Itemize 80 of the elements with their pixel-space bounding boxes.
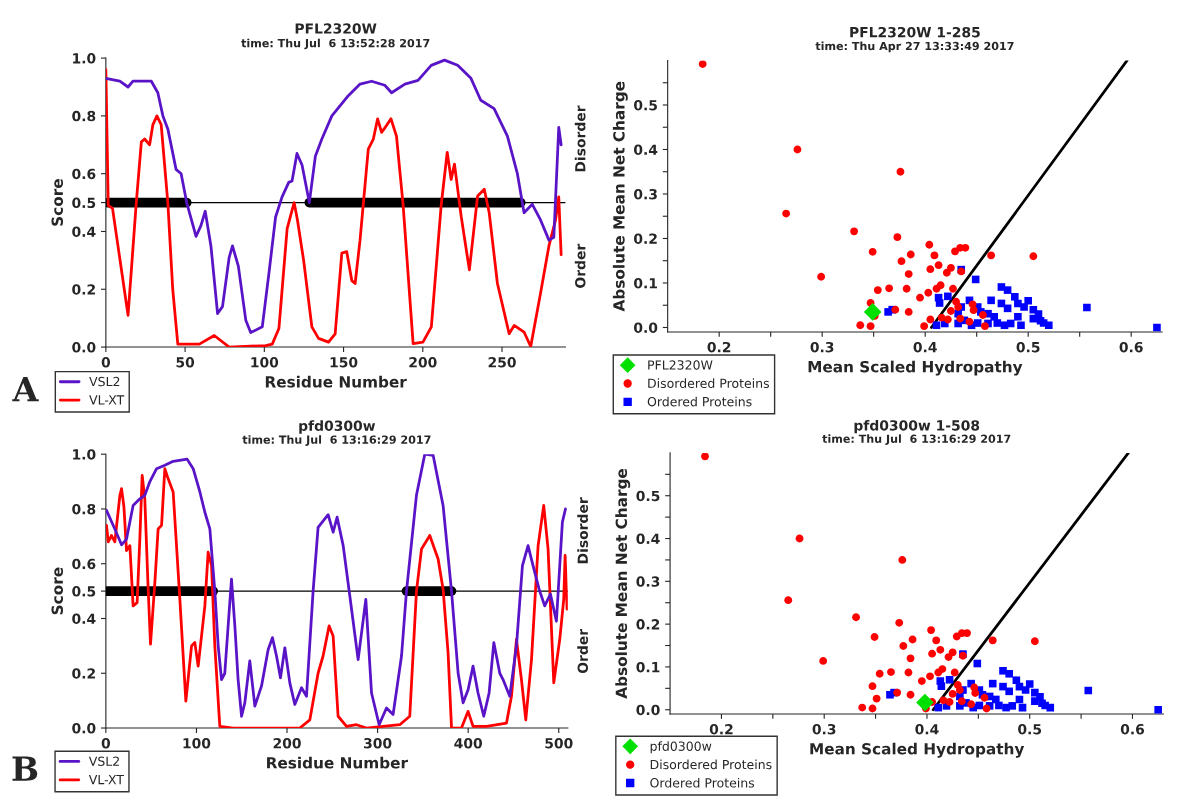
chart-subtitle: time: Thu Apr 27 13:33:49 2017 (815, 41, 1014, 53)
x-tick-label: 0.2 (709, 723, 733, 735)
text: A (12, 376, 39, 402)
x-tick-label: 100 (183, 737, 211, 749)
y-tick-label: 0.1 (634, 277, 657, 289)
y-tick-label: 0.6 (72, 558, 96, 570)
chart-title: PFL2320W (295, 23, 377, 34)
x-tick-label: 50 (176, 357, 195, 368)
y-tick-label: 1.0 (73, 53, 96, 64)
x-tick-label: 200 (273, 737, 301, 749)
legend-label: Ordered Proteins (650, 777, 755, 788)
chart-subtitle: time: Thu Jul 6 13:16:29 2017 (242, 435, 431, 446)
y-tick-label: 0.4 (636, 533, 660, 544)
y-tick-label: 0.5 (72, 586, 96, 597)
x-tick-label: 400 (454, 737, 483, 749)
y-tick-label: 0.3 (636, 576, 660, 587)
y-tick-label: 0.1 (636, 661, 660, 673)
y-tick-label: 0.4 (72, 226, 96, 237)
x-axis-title: Residue Number (267, 756, 408, 769)
text: Disorder (577, 497, 589, 564)
x-tick-label: 0.6 (1120, 723, 1145, 735)
legend-label: Ordered Proteins (647, 396, 752, 407)
y-tick-label: 0.2 (72, 668, 95, 679)
legend-label: Disordered Proteins (650, 759, 772, 770)
legend-label: VL-XT (88, 775, 124, 785)
x-axis-title: Mean Scaled Hydropathy (808, 360, 1023, 376)
chart-subtitle: time: Thu Jul 6 13:16:29 2017 (822, 434, 1011, 445)
y-axis-title: Score (51, 179, 64, 226)
x-tick-label: 0.6 (1119, 341, 1143, 353)
x-tick-label: 0.4 (913, 341, 937, 353)
y-tick-label: 0.2 (636, 619, 660, 630)
y-tick-label: 0.5 (72, 197, 96, 209)
y-tick-label: 0.2 (72, 284, 95, 295)
x-tick-label: 150 (330, 357, 358, 368)
legend-label: VSL2 (88, 756, 119, 766)
x-tick-label: 500 (545, 737, 573, 749)
y-tick-label: 0.4 (72, 613, 96, 624)
y-axis-title: Score (51, 567, 64, 615)
y-axis-title: Absolute Mean Net Charge (612, 81, 628, 312)
y-tick-label: 0.4 (634, 144, 658, 155)
y-tick-label: 0.5 (636, 490, 660, 502)
x-tick-label: 300 (364, 737, 392, 749)
x-tick-label: 200 (409, 357, 437, 368)
chart-title: pfd0300w (299, 420, 376, 434)
y-tick-label: 0.0 (72, 342, 96, 353)
y-tick-label: 0.5 (634, 99, 657, 111)
x-tick-label: 0 (101, 737, 111, 749)
y-axis-title: Absolute Mean Net Charge (615, 468, 631, 699)
y-tick-label: 0.0 (634, 322, 658, 333)
y-tick-label: 0.8 (72, 110, 96, 122)
x-tick-label: 250 (488, 357, 516, 368)
x-tick-label: 0 (101, 357, 111, 368)
chart-title: PFL2320W 1-285 (850, 26, 980, 38)
text: Disorder (574, 105, 586, 172)
y-tick-label: 1.0 (73, 449, 96, 460)
x-tick-label: 100 (251, 357, 279, 368)
text: Order (577, 628, 589, 674)
y-tick-label: 0.3 (634, 188, 657, 200)
y-tick-label: 0.0 (636, 704, 660, 716)
y-tick-label: 0.8 (72, 503, 96, 515)
y-tick-label: 0.6 (72, 168, 96, 180)
x-tick-label: 0.2 (707, 341, 731, 353)
x-tick-label: 0.3 (812, 723, 836, 735)
y-tick-label: 0.2 (634, 233, 657, 244)
chart-title: pfd0300w 1-508 (854, 419, 980, 434)
x-tick-label: 0.4 (915, 723, 939, 735)
legend-label: VL-XT (89, 395, 125, 405)
legend-label: Disordered Proteins (648, 378, 769, 389)
x-tick-label: 0.5 (1018, 723, 1042, 735)
x-tick-label: 0.3 (810, 341, 834, 353)
legend-label: pfd0300w (650, 741, 712, 754)
legend-label: VSL2 (89, 376, 120, 387)
chart-subtitle: time: Thu Jul 6 13:52:28 2017 (241, 38, 430, 50)
text: Order (574, 243, 586, 288)
x-tick-label: 0.5 (1016, 341, 1040, 353)
text: B (12, 756, 38, 781)
x-axis-title: Residue Number (265, 375, 407, 388)
legend-label: PFL2320W (648, 360, 713, 370)
y-tick-label: 0.0 (72, 722, 96, 734)
x-axis-title: Mean Scaled Hydropathy (810, 742, 1025, 758)
